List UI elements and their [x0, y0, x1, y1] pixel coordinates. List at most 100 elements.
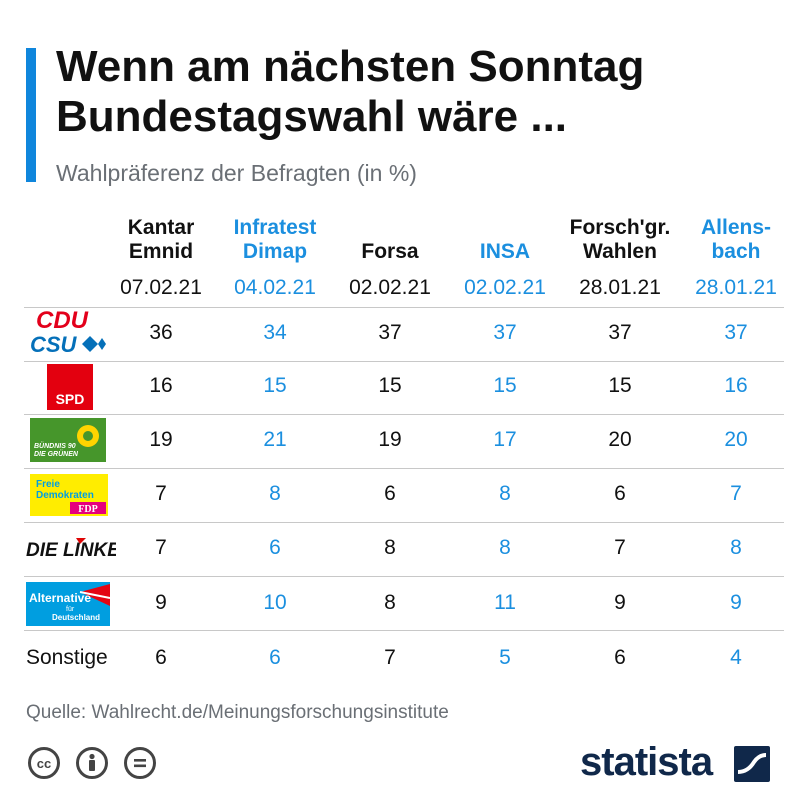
value-cell: 7: [614, 536, 626, 559]
value-cell: 8: [499, 536, 511, 559]
row-divider: [24, 630, 784, 631]
value-cell: 17: [493, 428, 517, 451]
institute-name-line-1: [445, 216, 565, 240]
row-divider: [24, 414, 784, 415]
value-cell: 15: [608, 374, 632, 397]
value-cell: 19: [149, 428, 173, 451]
value-cell: 6: [155, 646, 167, 669]
afd-logo-text-1: Alternative: [29, 591, 91, 605]
title-line-2: Bundestagswahl wäre ...: [56, 92, 568, 141]
poll-date: 07.02.21: [120, 276, 202, 299]
poll-date: 28.01.21: [579, 276, 661, 299]
value-cell: 19: [378, 428, 402, 451]
statista-brand: statista: [580, 740, 713, 784]
value-cell: 5: [499, 646, 511, 669]
value-cell: 15: [378, 374, 402, 397]
institute-header: Forsch'gr. Wahlen 28.01.21: [560, 216, 680, 300]
row-divider: [24, 361, 784, 362]
institute-header: Allens-bach 28.01.21: [676, 216, 796, 300]
value-cell: 9: [155, 591, 167, 614]
institute-name-line-2: Emnid: [128, 240, 194, 263]
institute-name-line-2: bach: [711, 240, 761, 263]
afd-logo-text-3: Deutschland: [52, 613, 100, 622]
party-label: Sonstige: [26, 646, 108, 669]
linke-arrow-icon: [76, 538, 86, 544]
value-cell: 36: [149, 321, 173, 344]
fdp-logo-text-1: Freie: [36, 479, 60, 490]
value-cell: 7: [730, 482, 742, 505]
csu-lion-icon: [82, 336, 98, 352]
institute-name-line-1: [330, 216, 450, 240]
row-divider: [24, 468, 784, 469]
value-cell: 15: [263, 374, 287, 397]
value-cell: 6: [269, 646, 281, 669]
value-cell: 10: [263, 591, 287, 614]
institute-header: INSA 02.02.21: [445, 216, 565, 300]
poll-date: 02.02.21: [464, 276, 546, 299]
institute-name-line-2: Dimap: [242, 240, 308, 263]
value-cell: 8: [384, 536, 396, 559]
chart-subtitle: Wahlpräferenz der Befragten (in %): [56, 160, 417, 186]
value-cell: 7: [155, 482, 167, 505]
institute-name-line-1: Kantar: [127, 216, 195, 239]
cdu-csu-logo: CDU CSU: [30, 307, 106, 357]
gruene-logo-text-1: BÜNDNIS 90: [34, 441, 76, 450]
value-cell: 37: [378, 321, 402, 344]
spd-logo: SPD: [47, 364, 93, 410]
institute-name-line-2: Wahlen: [583, 240, 657, 263]
cc-nd-icon: [124, 747, 156, 779]
csu-diamond-icon: [98, 338, 106, 350]
row-divider: [24, 576, 784, 577]
row-divider: [24, 307, 784, 308]
gruene-logo: BÜNDNIS 90 DIE GRÜNEN: [30, 418, 106, 462]
value-cell: 4: [730, 646, 742, 669]
value-cell: 34: [263, 321, 287, 344]
value-cell: 20: [724, 428, 748, 451]
spd-logo-text: SPD: [56, 391, 85, 407]
value-cell: 8: [384, 591, 396, 614]
value-cell: 15: [493, 374, 517, 397]
fdp-logo-text-3: FDP: [78, 504, 97, 515]
value-cell: 7: [155, 536, 167, 559]
value-cell: 37: [608, 321, 632, 344]
fdp-logo-text-2: Demokraten: [36, 490, 94, 501]
institute-name-line-2: INSA: [479, 240, 531, 263]
cdu-logo-text: CDU: [36, 307, 89, 334]
institute-name-line-1: Infratest: [233, 216, 317, 239]
value-cell: 37: [493, 321, 517, 344]
value-cell: 21: [263, 428, 287, 451]
institute-header: Infratest Dimap 04.02.21: [215, 216, 335, 300]
value-cell: 9: [614, 591, 626, 614]
linke-logo: DIE LINKE.: [26, 538, 116, 561]
fdp-logo: Freie Demokraten FDP: [30, 474, 108, 516]
csu-logo-text: CSU: [30, 332, 78, 357]
afd-logo-text-2: für: [66, 606, 75, 613]
value-cell: 6: [614, 482, 626, 505]
institute-header: Forsa 02.02.21: [330, 216, 450, 300]
value-cell: 6: [384, 482, 396, 505]
institute-name-line-1: Forsch'gr.: [569, 216, 671, 239]
accent-bar: [26, 48, 36, 182]
value-cell: 7: [384, 646, 396, 669]
afd-logo: Alternative für Deutschland: [26, 582, 110, 626]
value-cell: 11: [494, 591, 516, 614]
poll-date: 04.02.21: [234, 276, 316, 299]
value-cell: 6: [614, 646, 626, 669]
value-cell: 16: [724, 374, 748, 397]
poll-date: 02.02.21: [349, 276, 431, 299]
svg-text:cc: cc: [37, 756, 51, 771]
cc-icon: cc: [28, 747, 60, 779]
source-note: Quelle: Wahlrecht.de/Meinungsforschungsi…: [26, 702, 449, 723]
value-cell: 37: [724, 321, 748, 344]
title-line-1: Wenn am nächsten Sonntag: [56, 42, 645, 91]
value-cell: 8: [499, 482, 511, 505]
gruene-logo-text-2: DIE GRÜNEN: [34, 449, 79, 458]
value-cell: 8: [269, 482, 281, 505]
institute-header: Kantar Emnid 07.02.21: [101, 216, 221, 300]
statista-logo-icon: [734, 746, 770, 782]
value-cell: 20: [608, 428, 632, 451]
poll-date: 28.01.21: [695, 276, 777, 299]
chart-title: Wenn am nächsten Sonntag Bundestagswahl …: [56, 42, 796, 142]
institute-name-line-2: Forsa: [361, 240, 419, 263]
value-cell: 9: [730, 591, 742, 614]
